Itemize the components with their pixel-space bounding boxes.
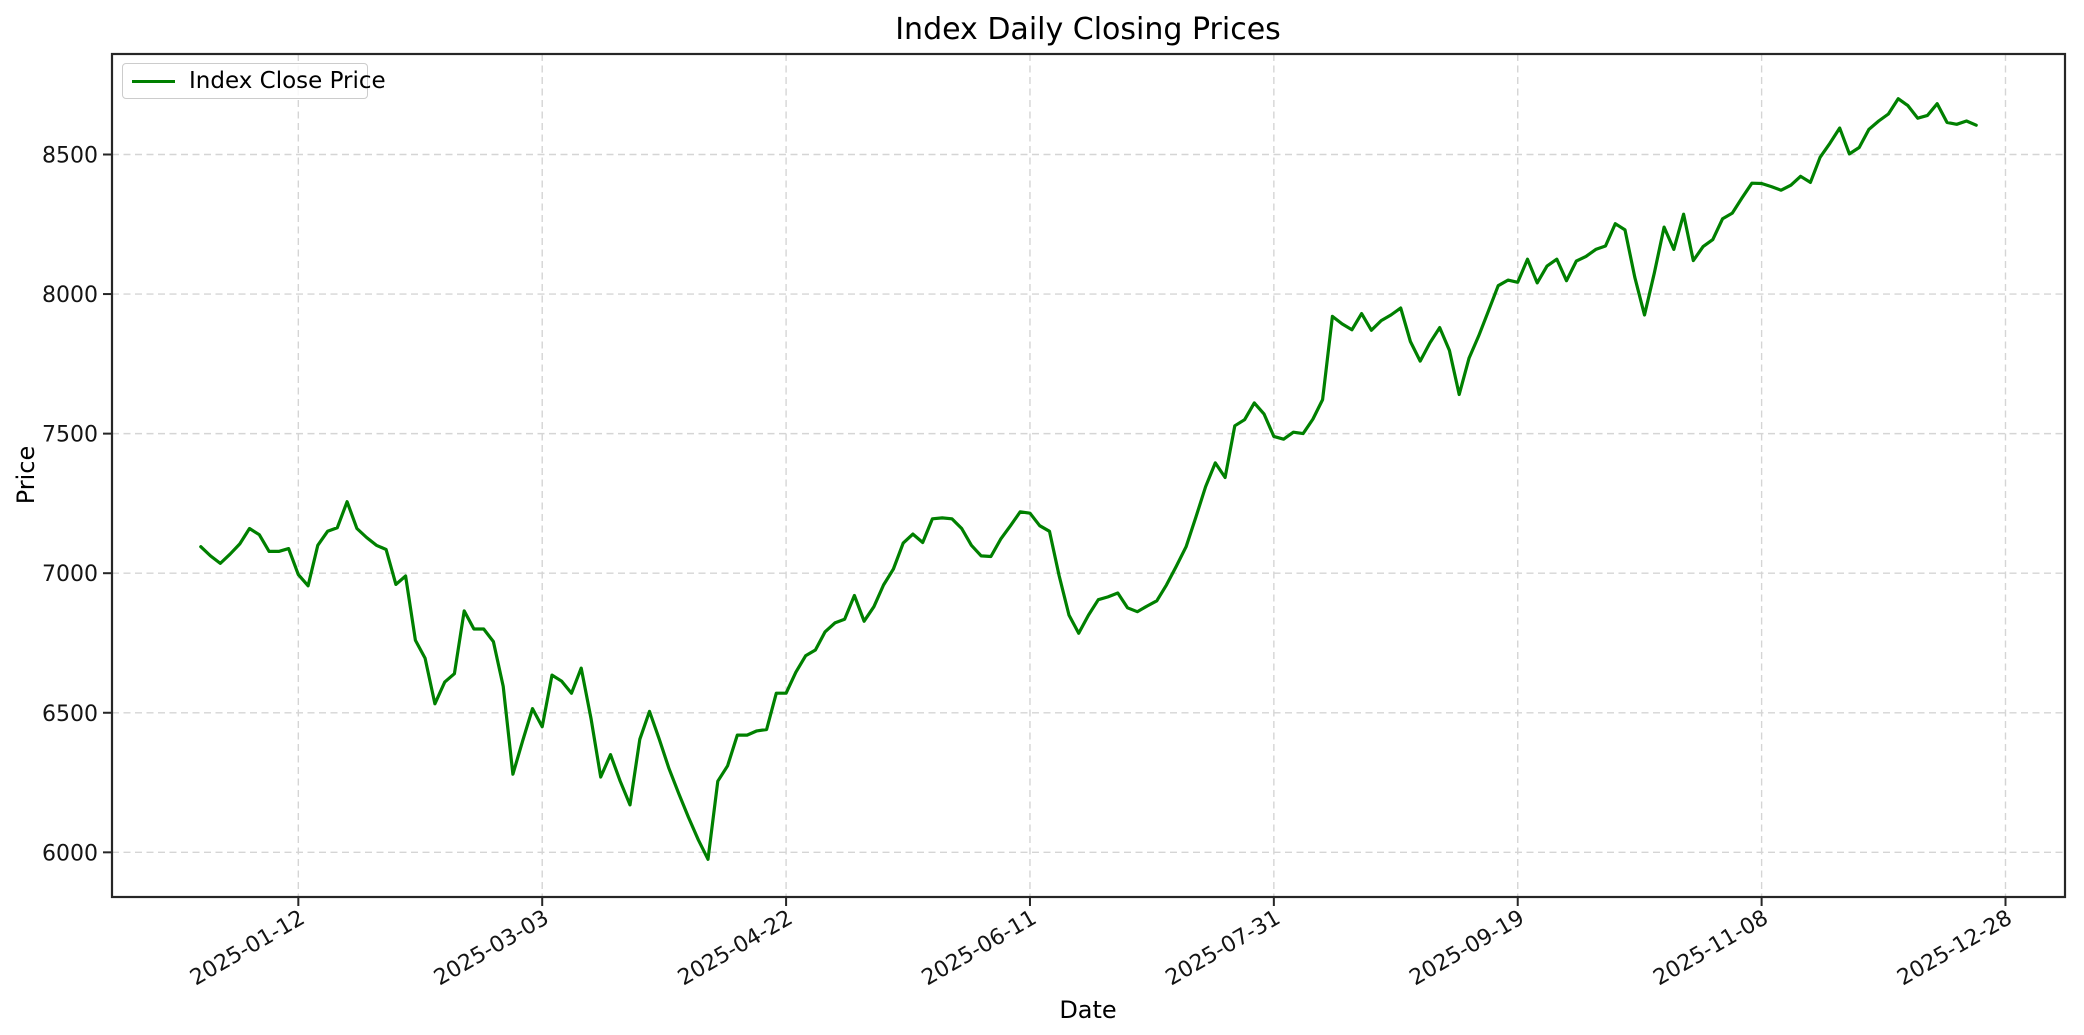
y-axis-label: Price <box>12 445 40 505</box>
x-axis-label: Date <box>1059 996 1117 1024</box>
x-tick-label: 2025-07-31 <box>1162 906 1285 992</box>
x-tick-label: 2025-03-03 <box>430 906 553 992</box>
chart-title: Index Daily Closing Prices <box>895 12 1281 47</box>
legend-label: Index Close Price <box>189 68 386 94</box>
legend-box: Index Close Price <box>122 63 386 99</box>
y-tick-label: 7500 <box>42 423 98 448</box>
x-tick-label: 2025-11-08 <box>1649 906 1772 992</box>
y-tick-label: 7000 <box>42 562 98 587</box>
y-tick-label: 6000 <box>42 841 98 866</box>
x-tick-label: 2025-04-22 <box>674 906 797 992</box>
x-tick-label: 2025-12-28 <box>1893 906 2016 992</box>
x-tick-label: 2025-06-11 <box>918 906 1041 992</box>
y-tick-label: 8000 <box>42 283 98 308</box>
x-tick-label: 2025-09-19 <box>1405 906 1528 992</box>
price-line-series <box>199 97 1978 861</box>
plot-frame <box>110 52 2067 899</box>
y-tick-label: 6500 <box>42 702 98 727</box>
y-tick-label: 8500 <box>42 143 98 168</box>
x-tick-label: 2025-01-12 <box>186 906 309 992</box>
legend-line-sample-icon <box>132 79 175 83</box>
